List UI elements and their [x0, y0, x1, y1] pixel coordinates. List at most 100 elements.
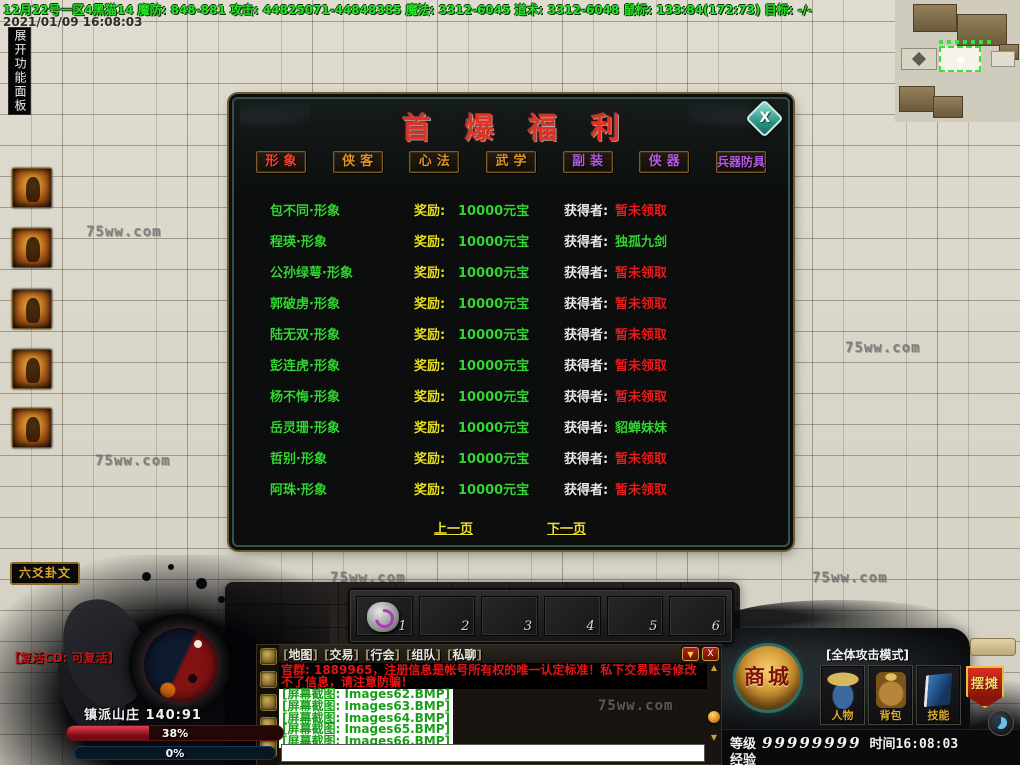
- next-page-link[interactable]: 下一页: [547, 522, 587, 537]
- chat-channel-icon-1[interactable]: [259, 671, 277, 688]
- minimap-selection-box[interactable]: [939, 46, 981, 72]
- chat-channel-icon-2[interactable]: [259, 694, 277, 711]
- backpack-button[interactable]: 背包: [868, 665, 913, 725]
- chat-message[interactable]: [屏幕截图: Images66.BMP]: [279, 735, 454, 748]
- ink-splat: [218, 596, 225, 603]
- chat-message[interactable]: [屏幕截图: Images64.BMP]: [279, 712, 454, 725]
- watermark: 75ww.com: [812, 570, 888, 586]
- buff-skill-icon-5[interactable]: [12, 408, 52, 448]
- reward-row: 岳灵珊·形象 奖励: 10000元宝 获得者: 貂蝉妹妹: [234, 413, 788, 444]
- stone-scroll-item-icon[interactable]: [367, 602, 399, 632]
- speaker-icon[interactable]: [259, 648, 277, 665]
- stall-button[interactable]: 摆摊: [966, 666, 1004, 708]
- expand-function-panel-button[interactable]: 展开功能面板: [8, 27, 31, 115]
- hotbar-slot-3[interactable]: 3: [481, 596, 539, 636]
- reward-value: 10000元宝: [458, 266, 530, 281]
- toggle-round-button[interactable]: [988, 710, 1014, 736]
- reward-value: 10000元宝: [458, 204, 530, 219]
- winner-value: 貂蝉妹妹: [615, 421, 668, 436]
- winner-label: 获得者:: [564, 452, 609, 467]
- tab-xingxiang[interactable]: 形象: [256, 151, 306, 173]
- hotbar: 1 2 3 4 5 6: [348, 588, 734, 644]
- buff-skill-icon-3[interactable]: [12, 289, 52, 329]
- chat-message[interactable]: [屏幕截图: Images62.BMP]: [279, 688, 454, 701]
- tab-xiake[interactable]: 侠客: [332, 151, 383, 173]
- slot-number: 3: [523, 619, 533, 634]
- tab-bingqifangju[interactable]: 兵器防具: [715, 151, 766, 173]
- chat-tab-map[interactable]: 地图: [283, 646, 318, 663]
- reward-label: 奖励:: [414, 421, 446, 436]
- reward-row: 杨不悔·形象 奖励: 10000元宝 获得者: 暂未领取: [234, 382, 788, 413]
- divination-button[interactable]: 六爻卦文: [10, 562, 80, 585]
- minimap-building: [913, 4, 957, 32]
- hotbar-slot-2[interactable]: 2: [418, 596, 476, 636]
- winner-value: 暂未领取: [615, 204, 668, 219]
- diamond-marker-icon: [911, 51, 927, 67]
- revive-cd-status: 【复活CD: 可复活】: [8, 651, 120, 665]
- minimap[interactable]: [895, 0, 1020, 122]
- reward-row: 陆无双·形象 奖励: 10000元宝 获得者: 暂未领取: [234, 320, 788, 351]
- tab-xiaqi[interactable]: 侠器: [639, 151, 690, 173]
- winner-label: 获得者:: [564, 421, 609, 436]
- system-buttons: 人物 背包 技能: [820, 665, 961, 725]
- system-announcement: 官群: 1889965，注册信息是帐号所有权的唯一认定标准！私下交易账号修改不了…: [279, 663, 707, 689]
- dialog-title: 首爆福利: [401, 111, 654, 145]
- buff-skill-icon-2[interactable]: [12, 228, 52, 268]
- watermark: 75ww.com: [845, 340, 921, 356]
- item-name: 包不同·形象: [270, 204, 340, 219]
- first-drop-reward-dialog: 首爆福利 X 形象 侠客 心法 武学 副装 侠器 兵器防具 包不同·形象 奖励:…: [232, 97, 790, 547]
- person-icon: [827, 671, 859, 709]
- item-name: 哲别·形象: [270, 452, 327, 467]
- chat-tab-guild[interactable]: 行会: [365, 646, 400, 663]
- winner-value: 暂未领取: [615, 390, 668, 405]
- item-name: 杨不悔·形象: [270, 390, 340, 405]
- skill-book-icon: [923, 672, 953, 708]
- hotbar-slot-1[interactable]: 1: [356, 596, 413, 636]
- chat-tab-whisper[interactable]: 私聊: [447, 646, 482, 663]
- level-and-time: 等级 99999999 时间16:08:03: [730, 733, 958, 752]
- prev-page-link[interactable]: 上一页: [434, 522, 474, 537]
- player-stats-line: 12月22号一区4黑猫14 魔防: 848-881 攻击: 44825071-4…: [3, 3, 812, 17]
- reward-label: 奖励:: [414, 204, 446, 219]
- reward-label: 奖励:: [414, 452, 446, 467]
- chat-scrollbar[interactable]: ▲ ▼: [707, 663, 721, 742]
- chat-input[interactable]: [281, 744, 705, 762]
- character-button[interactable]: 人物: [820, 665, 865, 725]
- reward-value: 10000元宝: [458, 359, 530, 374]
- tab-wuxue[interactable]: 武学: [485, 151, 536, 173]
- winner-value: 独孤九剑: [615, 235, 668, 250]
- hotbar-slot-4[interactable]: 4: [544, 596, 601, 636]
- chat-close-button[interactable]: X: [702, 647, 719, 661]
- reward-label: 奖励:: [414, 266, 446, 281]
- hotbar-slot-5[interactable]: 5: [606, 596, 664, 636]
- winner-value: 暂未领取: [615, 359, 668, 374]
- level-label: 等级: [730, 737, 757, 752]
- time-value: 16:08:03: [895, 737, 959, 752]
- reward-label: 奖励:: [414, 297, 446, 312]
- chat-tab-party[interactable]: 组队: [406, 646, 441, 663]
- time-label: 时间: [869, 737, 896, 752]
- close-icon: X: [707, 649, 714, 659]
- yin-yang-orb[interactable]: [144, 628, 218, 702]
- chat-message[interactable]: [屏幕截图: Images65.BMP]: [279, 723, 454, 737]
- slot-number: 2: [461, 619, 470, 634]
- scroll-down-icon[interactable]: ▼: [710, 733, 718, 742]
- scroll-up-icon[interactable]: ▲: [710, 663, 718, 672]
- mall-button[interactable]: 商城: [733, 643, 803, 713]
- buff-skill-icon-4[interactable]: [12, 349, 52, 389]
- hp-bar-fill: [67, 726, 150, 740]
- reward-row: 郭破虏·形象 奖励: 10000元宝 获得者: 暂未领取: [234, 289, 788, 320]
- slot-number: 6: [711, 619, 721, 634]
- chat-message[interactable]: [屏幕截图: Images63.BMP]: [279, 700, 454, 713]
- skills-button[interactable]: 技能: [916, 665, 961, 725]
- ink-splat: [168, 564, 174, 570]
- scrollbar-thumb[interactable]: [708, 711, 720, 723]
- chat-tab-trade[interactable]: 交易: [324, 646, 359, 663]
- tab-fuzhuang[interactable]: 副装: [562, 151, 613, 173]
- hotbar-slot-6[interactable]: 6: [669, 596, 727, 636]
- chat-collapse-button[interactable]: ▼: [682, 647, 699, 661]
- buff-skill-icon-1[interactable]: [12, 168, 52, 208]
- reward-value: 10000元宝: [458, 452, 530, 467]
- tab-xinfa[interactable]: 心法: [409, 151, 460, 173]
- attack-mode-label: [全体攻击模式]: [826, 648, 909, 662]
